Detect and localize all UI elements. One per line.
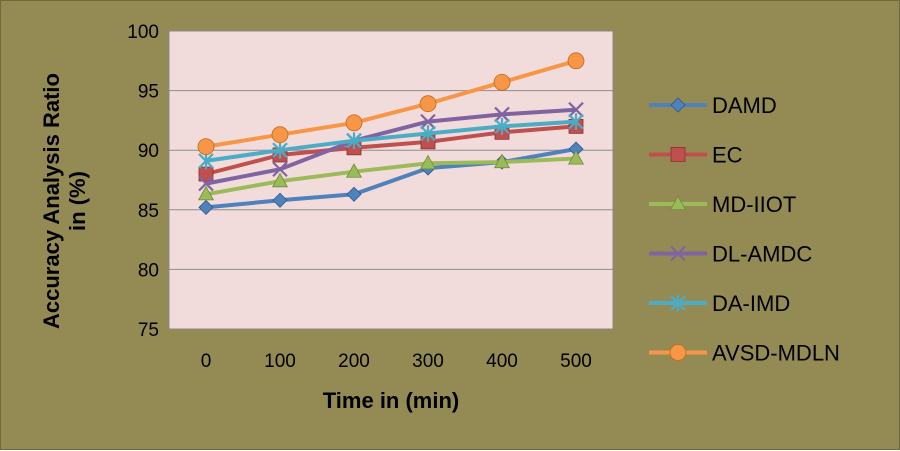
data-point xyxy=(670,97,686,113)
data-point xyxy=(420,125,436,142)
x-tick-label: 100 xyxy=(264,351,296,372)
legend-item: DA-IMD xyxy=(649,291,790,316)
y-tick-label: 85 xyxy=(138,201,159,222)
y-axis-ticks: 75 80 85 90 95 100 xyxy=(127,22,159,341)
legend-item: AVSD-MDLN xyxy=(649,341,840,366)
x-tick-label: 300 xyxy=(412,351,444,372)
series-layer xyxy=(197,52,585,215)
series-line xyxy=(205,156,577,197)
data-point xyxy=(669,195,687,210)
data-point xyxy=(419,95,437,113)
x-axis-title: Time in (min) xyxy=(323,388,460,413)
data-point xyxy=(493,73,511,91)
data-point xyxy=(345,114,363,132)
legend-label: MD-IIOT xyxy=(712,192,796,217)
y-tick-label: 100 xyxy=(127,22,159,43)
series-line xyxy=(205,58,577,149)
data-point xyxy=(272,141,288,159)
data-point xyxy=(567,52,585,70)
data-point xyxy=(568,101,584,118)
data-point xyxy=(670,294,686,312)
legend-label: DAMD xyxy=(712,93,777,118)
legend-item: DAMD xyxy=(649,93,777,118)
x-tick-label: 200 xyxy=(338,351,370,372)
data-point xyxy=(568,113,584,130)
data-point xyxy=(271,172,289,188)
data-point xyxy=(346,186,362,202)
y-tick-label: 80 xyxy=(138,260,159,281)
data-point xyxy=(198,152,214,170)
y-axis-title: Accuracy Analysis Ratio in (%) xyxy=(39,73,90,329)
data-point xyxy=(272,192,288,208)
data-point xyxy=(346,132,362,150)
data-point xyxy=(670,147,686,162)
y-axis-title-line-2: in (%) xyxy=(65,171,90,231)
data-point xyxy=(567,150,585,165)
y-tick-label: 95 xyxy=(138,82,159,103)
data-point xyxy=(670,245,686,262)
legend-item: EC xyxy=(649,143,743,168)
legend-label: DL-AMDC xyxy=(712,242,812,267)
gridlines xyxy=(169,90,613,270)
legend-label: AVSD-MDLN xyxy=(712,341,840,366)
legend: DAMD EC MD-IIOT DL-AMDC DA-IMD AVSD-MDLN xyxy=(649,93,840,366)
y-axis-title-line-1: Accuracy Analysis Ratio xyxy=(39,73,64,329)
legend-item: DL-AMDC xyxy=(649,242,812,267)
data-point xyxy=(419,154,437,170)
x-tick-label: 500 xyxy=(560,351,592,372)
data-point xyxy=(271,126,289,144)
y-tick-label: 75 xyxy=(138,320,159,341)
series-md-iiot xyxy=(197,150,585,201)
x-tick-label: 400 xyxy=(486,351,518,372)
y-tick-label: 90 xyxy=(138,141,159,162)
data-point xyxy=(669,344,687,361)
series-line xyxy=(205,119,577,163)
series-da-imd xyxy=(198,113,584,170)
series-line xyxy=(205,107,577,186)
data-point xyxy=(345,163,363,178)
data-point xyxy=(198,175,214,192)
x-axis-ticks: 0 100 200 300 400 500 xyxy=(201,351,592,372)
data-point xyxy=(420,113,436,130)
data-point xyxy=(493,153,511,169)
legend-label: DA-IMD xyxy=(712,291,790,316)
legend-item: MD-IIOT xyxy=(649,192,796,217)
x-tick-label: 0 xyxy=(201,351,212,372)
data-point xyxy=(198,199,214,215)
data-point xyxy=(272,161,288,178)
data-point xyxy=(494,117,510,135)
series-line xyxy=(205,124,577,176)
data-point xyxy=(197,185,215,201)
series-avsd-mdln xyxy=(197,52,585,156)
data-point xyxy=(197,138,215,156)
legend-label: EC xyxy=(712,143,743,168)
data-point xyxy=(494,106,510,123)
